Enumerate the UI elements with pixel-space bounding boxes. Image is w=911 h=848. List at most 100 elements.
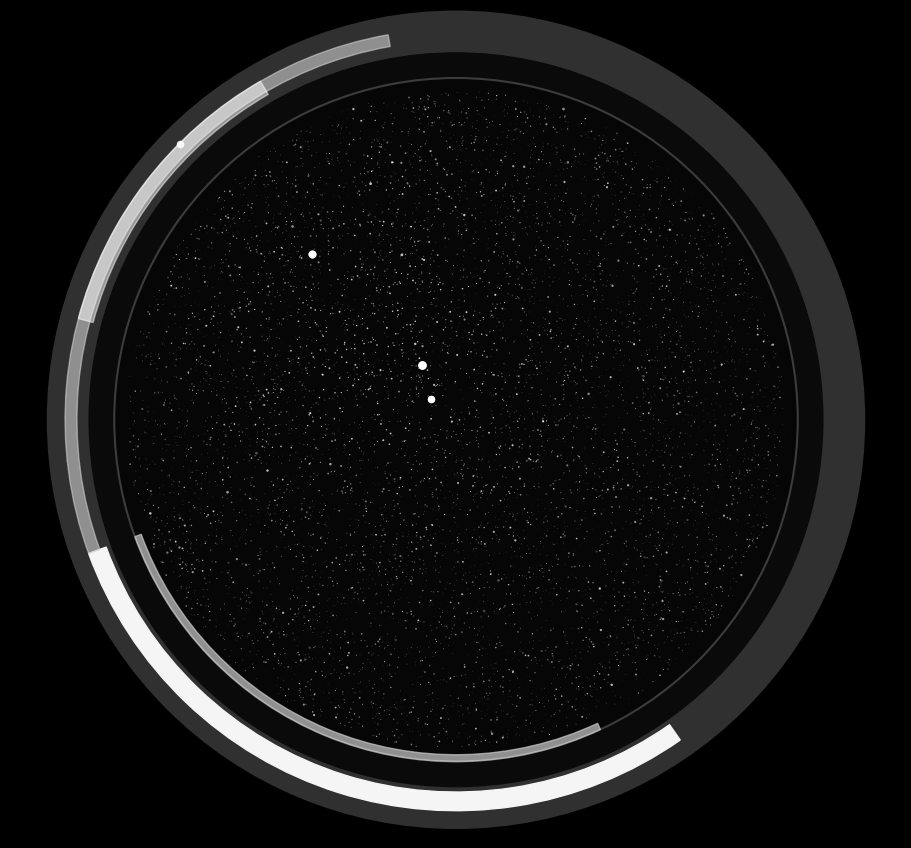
Point <box>585 268 599 282</box>
Point <box>575 404 589 418</box>
Point <box>556 535 570 549</box>
Point <box>663 335 678 349</box>
Point <box>418 154 433 168</box>
Point <box>530 125 545 138</box>
Point <box>602 155 617 169</box>
Point <box>582 559 597 572</box>
Point <box>268 349 282 363</box>
Point <box>387 265 402 279</box>
Point <box>202 369 217 382</box>
Point <box>630 686 645 700</box>
Point <box>600 525 615 538</box>
Point <box>496 244 510 258</box>
Point <box>761 325 775 338</box>
Point <box>638 551 652 565</box>
Point <box>625 656 640 669</box>
Point <box>392 276 406 289</box>
Point <box>513 601 527 615</box>
Point <box>251 503 265 516</box>
Point <box>546 119 560 132</box>
Point <box>479 120 494 134</box>
Point <box>672 499 687 512</box>
Point <box>656 207 670 220</box>
Point <box>705 274 720 287</box>
Point <box>298 382 312 396</box>
Point <box>409 382 424 396</box>
Point <box>431 260 445 274</box>
Point <box>685 398 700 411</box>
Point <box>711 229 726 243</box>
Point <box>291 599 305 612</box>
Point <box>298 281 312 294</box>
Point <box>589 616 604 629</box>
Point <box>507 685 521 699</box>
Point <box>580 333 595 347</box>
Point <box>572 289 587 303</box>
Point <box>558 676 573 689</box>
Point <box>343 304 358 317</box>
Point <box>273 672 288 686</box>
Point <box>126 418 140 432</box>
Point <box>376 515 391 528</box>
Point <box>584 689 599 703</box>
Point <box>273 439 288 453</box>
Point <box>547 689 561 702</box>
Point <box>705 438 720 451</box>
Point <box>474 711 488 725</box>
Point <box>486 667 501 681</box>
Point <box>355 594 370 607</box>
Point <box>392 481 406 494</box>
Point <box>266 478 281 492</box>
Point <box>691 201 706 215</box>
Point <box>336 701 351 715</box>
Point <box>558 242 572 255</box>
Point <box>321 248 335 261</box>
Point <box>628 148 642 162</box>
Point <box>385 561 400 574</box>
Point <box>548 706 562 719</box>
Point <box>731 482 745 495</box>
Point <box>621 590 636 604</box>
Point <box>150 298 165 311</box>
Point <box>556 103 570 116</box>
Point <box>580 286 595 299</box>
Point <box>464 352 478 365</box>
Point <box>315 640 330 654</box>
Point <box>257 487 271 500</box>
Point <box>281 243 296 256</box>
Point <box>566 453 580 466</box>
Point <box>312 505 327 519</box>
Point <box>451 226 466 240</box>
Point <box>228 617 242 631</box>
Point <box>302 458 316 471</box>
Point <box>439 576 454 589</box>
Point <box>609 155 624 169</box>
Point <box>615 522 630 535</box>
Point <box>337 393 352 406</box>
Point <box>380 285 394 298</box>
Point <box>670 558 684 572</box>
Point <box>468 431 483 444</box>
Point <box>490 521 505 534</box>
Point <box>485 93 499 107</box>
Point <box>453 683 467 697</box>
Point <box>148 357 162 371</box>
Point <box>534 659 548 672</box>
Point <box>369 556 384 570</box>
Point <box>445 591 459 605</box>
Point <box>647 586 661 600</box>
Point <box>217 392 231 405</box>
Point <box>352 184 366 198</box>
Point <box>401 549 415 562</box>
Point <box>284 525 299 538</box>
Point <box>337 624 352 638</box>
Point <box>290 348 304 361</box>
Point <box>241 198 255 212</box>
Point <box>367 716 382 729</box>
Point <box>305 626 320 639</box>
Point <box>171 508 186 522</box>
Point <box>238 537 252 550</box>
Point <box>529 454 544 467</box>
Point <box>187 338 201 351</box>
Point <box>652 573 667 587</box>
